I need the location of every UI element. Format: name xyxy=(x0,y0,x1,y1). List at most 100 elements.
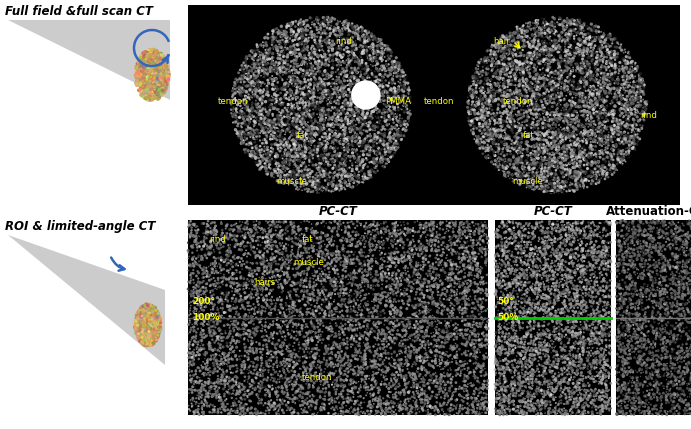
Point xyxy=(375,36,386,42)
Point xyxy=(529,164,540,171)
Point xyxy=(638,408,650,415)
Point xyxy=(281,324,292,331)
Point xyxy=(205,327,216,334)
Point xyxy=(138,55,149,62)
Point xyxy=(149,337,160,344)
Point xyxy=(589,330,600,337)
Point xyxy=(447,247,458,254)
Point xyxy=(355,311,366,318)
Point xyxy=(596,251,607,258)
Point xyxy=(469,258,480,265)
Point xyxy=(348,54,359,61)
Point xyxy=(208,318,219,325)
Point xyxy=(302,103,313,110)
Point xyxy=(130,324,141,331)
Point xyxy=(145,308,156,314)
Point xyxy=(299,301,310,308)
Point xyxy=(575,230,586,236)
Point xyxy=(153,330,164,337)
Point xyxy=(612,363,623,369)
Point xyxy=(648,356,659,363)
Point xyxy=(256,108,267,115)
Point xyxy=(585,115,596,122)
Point xyxy=(305,112,316,118)
Point xyxy=(213,280,224,287)
Point xyxy=(532,51,543,58)
Point xyxy=(502,143,513,150)
Point xyxy=(548,360,559,367)
Point xyxy=(318,377,329,384)
Point xyxy=(642,283,653,290)
Point xyxy=(624,54,635,61)
Point xyxy=(258,56,269,63)
Point xyxy=(258,154,269,161)
Point xyxy=(611,372,622,379)
Point xyxy=(150,325,161,332)
Point xyxy=(318,284,329,290)
Point xyxy=(133,70,144,77)
Point xyxy=(492,234,503,241)
Point xyxy=(462,389,473,396)
Point xyxy=(247,106,258,113)
Point xyxy=(406,332,417,338)
Point xyxy=(512,221,523,227)
Point xyxy=(306,123,317,130)
Point xyxy=(605,72,616,79)
Point xyxy=(290,57,301,64)
Point xyxy=(365,248,376,255)
Point xyxy=(638,341,650,348)
Point xyxy=(250,65,261,72)
Point xyxy=(157,90,168,97)
Point xyxy=(614,137,625,144)
Point xyxy=(130,67,141,74)
Point xyxy=(146,326,158,332)
Point xyxy=(281,402,292,409)
Point xyxy=(515,392,526,399)
Point xyxy=(650,363,661,369)
Point xyxy=(249,108,260,115)
Point xyxy=(140,322,151,329)
Point xyxy=(186,299,197,305)
Point xyxy=(580,225,591,232)
Point xyxy=(134,82,145,89)
Point xyxy=(366,144,377,151)
Point xyxy=(537,144,548,151)
Point xyxy=(364,241,375,248)
Point xyxy=(372,48,383,54)
Point xyxy=(497,390,508,396)
Point xyxy=(149,327,160,334)
Point xyxy=(425,340,436,347)
Point xyxy=(677,381,688,387)
Point xyxy=(616,101,627,108)
Point xyxy=(605,230,616,237)
Point xyxy=(332,184,343,191)
Point xyxy=(262,248,273,254)
Point xyxy=(621,151,632,157)
Point xyxy=(140,323,151,330)
Point xyxy=(316,127,328,133)
Point xyxy=(586,27,597,34)
Point xyxy=(630,94,641,101)
Point xyxy=(650,369,661,375)
Point xyxy=(594,84,605,91)
Point xyxy=(576,386,587,393)
Point xyxy=(565,166,576,173)
Point xyxy=(480,145,491,152)
Point xyxy=(415,384,426,391)
Point xyxy=(676,281,687,287)
Point xyxy=(621,76,632,83)
Point xyxy=(147,59,158,66)
Point xyxy=(578,90,589,97)
Point xyxy=(328,41,339,48)
Point xyxy=(614,86,625,93)
Point xyxy=(563,28,574,35)
Point xyxy=(434,225,445,232)
Point xyxy=(444,257,455,264)
Point xyxy=(232,409,243,416)
Point xyxy=(334,61,345,68)
Point xyxy=(477,245,488,251)
Point xyxy=(139,70,150,77)
Point xyxy=(591,395,602,402)
Point xyxy=(395,366,406,373)
Point xyxy=(599,73,610,80)
